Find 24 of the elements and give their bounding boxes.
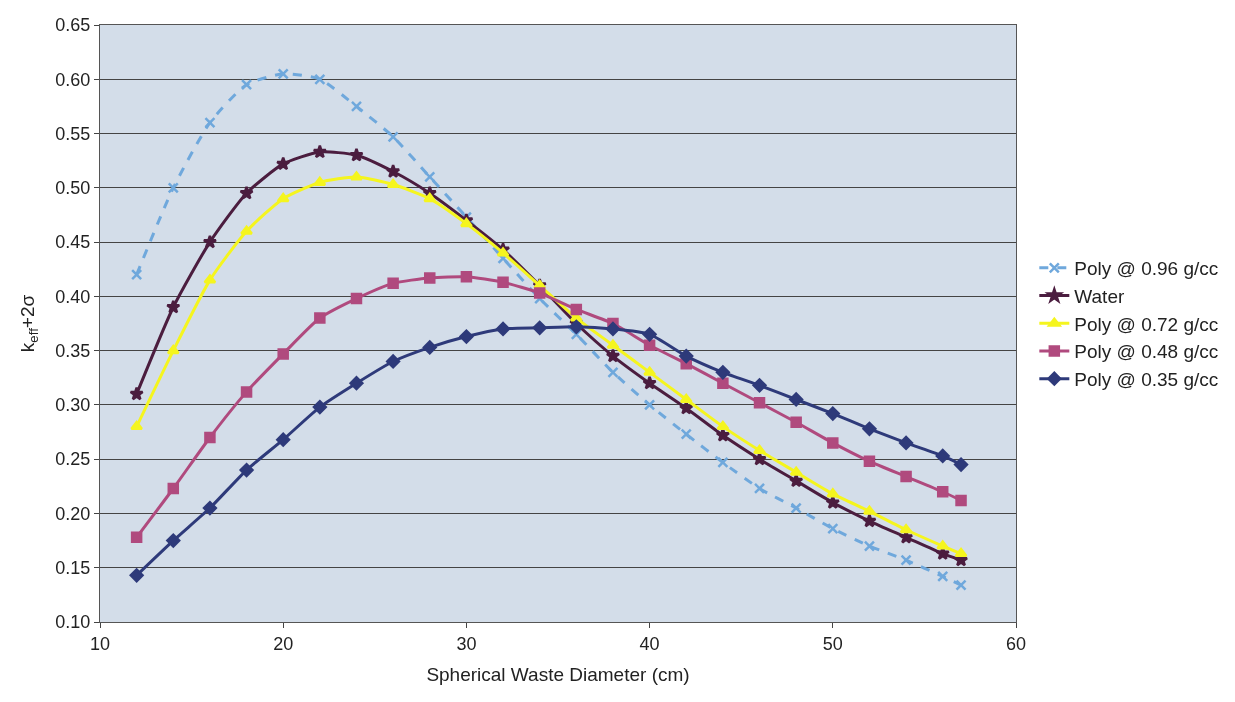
x-tick-label: 20 (273, 633, 294, 654)
legend-label: Poly @ 0.96 g/cc (1074, 258, 1219, 280)
y-tick-label: 0.50 (55, 178, 91, 199)
y-tick-label: 0.15 (55, 558, 91, 579)
x-tick-label: 50 (822, 633, 843, 654)
x-tick-label: 30 (456, 633, 477, 654)
x-axis-title: Spherical Waste Diameter (cm) (426, 664, 690, 686)
y-tick-label: 0.35 (55, 340, 91, 361)
legend-label: Poly @ 0.35 g/cc (1074, 369, 1219, 391)
x-tick-label: 60 (1005, 633, 1027, 654)
y-tick-label: 0.40 (55, 286, 91, 307)
y-tick-label: 0.60 (55, 69, 91, 90)
legend-label: Poly @ 0.48 g/cc (1074, 341, 1219, 363)
y-tick-label: 0.45 (55, 232, 91, 253)
legend-label: Water (1074, 285, 1125, 307)
y-tick-label: 0.30 (55, 395, 91, 416)
y-tick-label: 0.25 (55, 449, 91, 470)
y-tick-label: 0.55 (55, 123, 91, 144)
y-tick-label: 0.20 (55, 503, 91, 524)
x-tick-label: 10 (89, 633, 111, 654)
legend-label: Poly @ 0.72 g/cc (1074, 313, 1219, 335)
y-tick-label: 0.10 (55, 612, 91, 633)
y-tick-label: 0.65 (55, 15, 91, 36)
x-tick-label: 40 (639, 633, 660, 654)
